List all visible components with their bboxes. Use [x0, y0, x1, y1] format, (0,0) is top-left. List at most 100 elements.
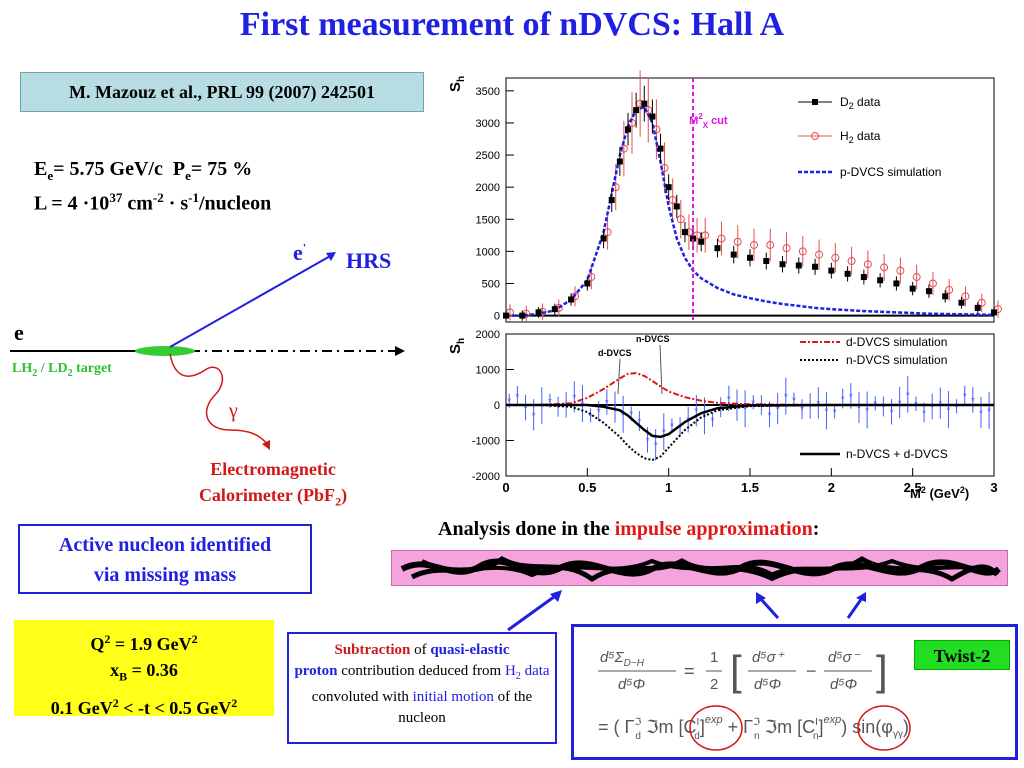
bottom-data-point: *: [890, 408, 894, 419]
bottom-data-point: *: [743, 405, 747, 416]
annot-ddvcs-pointer: [617, 358, 621, 395]
highlight-circle-n: [857, 705, 911, 751]
d2-point: [633, 107, 640, 114]
h2-point: [847, 257, 856, 265]
h2-point: [676, 215, 685, 224]
target-label: LH2 / LD2 target: [12, 361, 112, 379]
bottom-xtick-label: 1.5: [741, 480, 759, 495]
top-ytick-label: 1500: [476, 214, 500, 226]
bottom-data-point: *: [987, 407, 991, 418]
bottom-data-point: *: [955, 402, 959, 413]
twist-2-badge: Twist-2: [914, 640, 1010, 670]
bottom-data-point: *: [971, 396, 975, 407]
scattered-electron-line: [169, 254, 333, 348]
formula-bracket-open: [: [730, 647, 742, 694]
bottom-data-point: *: [572, 393, 576, 404]
bottom-ylabel: Sh: [447, 338, 467, 354]
d2-point: [909, 285, 916, 292]
bottom-data-point: *: [784, 392, 788, 403]
h2-point: [717, 234, 726, 243]
bottom-data-point: *: [694, 407, 698, 418]
d2-point: [608, 197, 615, 203]
target-cell: [135, 346, 195, 356]
highlight-circle-d: [689, 705, 743, 751]
annot-ddvcs: d-DVCS: [598, 348, 632, 358]
d2-point: [551, 306, 558, 313]
bottom-data-point: *: [922, 409, 926, 420]
bottom-data-point: *: [881, 402, 885, 413]
arrow-right-head-icon: [856, 592, 866, 602]
bottom-ytick-label: -1000: [472, 436, 500, 448]
incident-electron-label: e: [14, 320, 24, 345]
d2-point: [763, 258, 770, 264]
h2-point: [611, 183, 620, 192]
d2-point: [714, 245, 721, 252]
d2-point: [673, 203, 680, 210]
pointer-arrows: [507, 590, 866, 632]
top-ytick-label: 1000: [476, 246, 500, 258]
bottom-data-point: *: [849, 392, 853, 403]
legend-d2-marker: [812, 99, 818, 105]
bottom-xtick-label: 1: [665, 480, 672, 495]
hrs-label: HRS: [346, 248, 392, 273]
d2-point: [503, 312, 509, 319]
luminosity-line: L = 4 ·1037 cm-2 · s-1/nucleon: [34, 190, 272, 215]
bottom-data-point: *: [759, 401, 763, 412]
legend-label: H2 data: [840, 129, 881, 145]
d2-point: [730, 251, 737, 258]
bottom-data-point: *: [629, 410, 633, 421]
bottom-data-point: *: [507, 397, 511, 408]
top-ylabel: Sh: [447, 76, 467, 92]
bottom-ytick-label: 0: [494, 400, 500, 412]
electron-arrow-icon: [326, 252, 336, 261]
h2-point: [880, 263, 889, 272]
h2-point: [961, 292, 970, 301]
bottom-data-point: *: [646, 436, 650, 447]
bottom-data-point: *: [963, 392, 967, 403]
formula-minus: −: [806, 661, 817, 681]
h2-point: [766, 240, 775, 249]
active-nucleon-box: Active nucleon identified via missing ma…: [18, 524, 312, 594]
formula-graphic: d⁵ΣD−H d⁵Φ = 1 2 [ d⁵σ⁺ d⁵Φ − d⁵σ⁻ d⁵Φ ]…: [598, 647, 911, 751]
d2-point: [958, 299, 965, 306]
h2-point: [798, 247, 807, 256]
subtraction-box: Subtraction of quasi-elastic proton cont…: [287, 632, 557, 744]
top-ytick-label: 3000: [476, 118, 500, 130]
top-ytick-label: 500: [482, 278, 500, 290]
legend-label: D2 data: [840, 95, 881, 111]
bottom-legend-label: n-DVCS simulation: [846, 353, 947, 367]
calorimeter-label: Electromagnetic Calorimeter (PbF2): [198, 459, 348, 509]
setup-schematic: [10, 252, 405, 450]
bottom-data-point: *: [548, 397, 552, 408]
bottom-data-point: *: [605, 398, 609, 409]
d2-point: [616, 158, 623, 165]
photon-arrow-icon: [262, 440, 270, 450]
bottom-data-point: *: [833, 407, 837, 418]
bottom-xtick-label: 0.5: [578, 480, 596, 495]
d2-point: [747, 254, 753, 261]
bottom-data-point: *: [979, 408, 983, 419]
legend-label: p-DVCS simulation: [840, 165, 941, 179]
bottom-data-point: *: [654, 441, 658, 452]
bottom-data-point: *: [930, 402, 934, 413]
bottom-curve-1: [506, 404, 994, 462]
formula-minus-num: d⁵σ⁻: [828, 649, 861, 666]
h2-point: [831, 253, 840, 262]
d2-point: [991, 309, 997, 316]
d2-point: [942, 293, 949, 300]
arrow-mid: [758, 596, 780, 620]
bottom-legend-label: d-DVCS simulation: [846, 335, 947, 349]
bottom-ytick-label: -2000: [472, 471, 500, 483]
arrow-left: [507, 592, 559, 632]
bottom-data-point: *: [808, 402, 812, 413]
bottom-data-point: *: [532, 411, 536, 422]
bottom-legend-label: n-DVCS + d-DVCS: [846, 447, 948, 461]
formula-lhs-den: d⁵Φ: [618, 676, 645, 693]
analysis-note: Analysis done in the impulse approximati…: [438, 518, 820, 540]
d2-point: [844, 270, 851, 277]
d2-point: [795, 262, 802, 269]
h2-point: [652, 125, 661, 134]
photon-wave: [169, 353, 269, 446]
formula-den-2: d⁵Φ: [830, 676, 857, 693]
